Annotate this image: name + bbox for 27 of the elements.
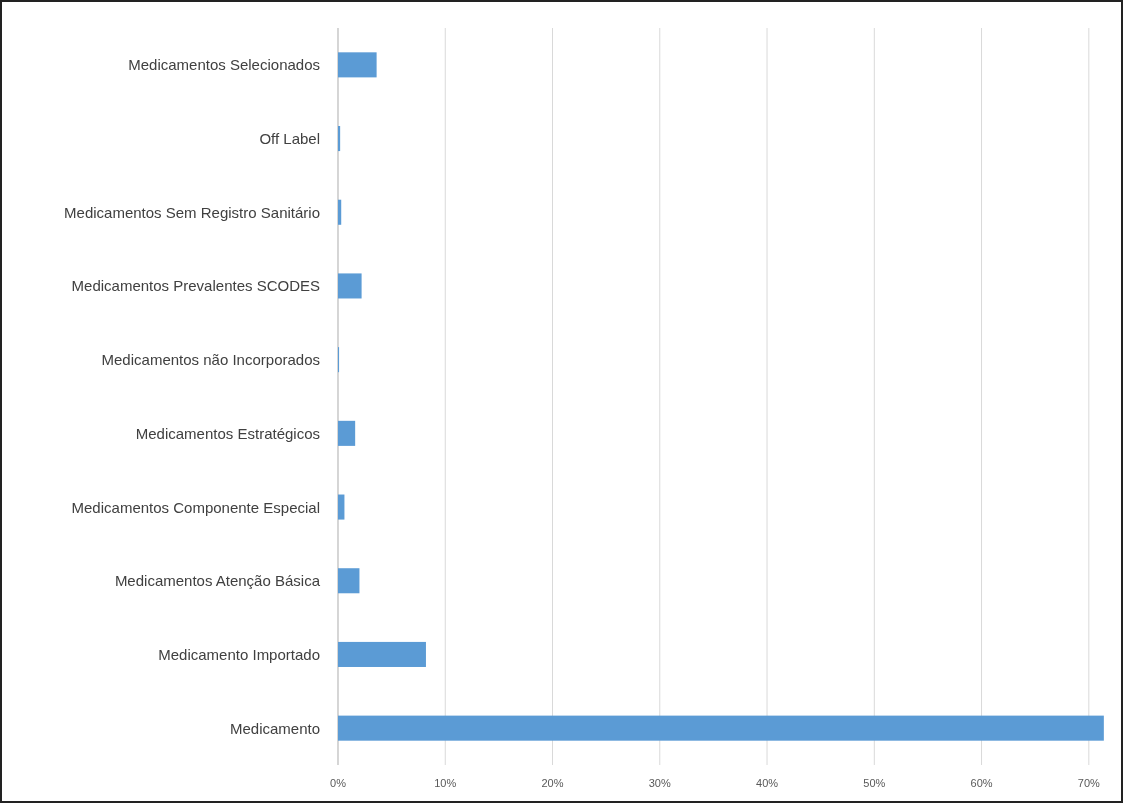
y-tick-label: Medicamento: [229, 719, 320, 737]
y-tick-label: Medicamento Importado: [158, 645, 320, 663]
bar: [338, 199, 342, 225]
bar: [338, 126, 341, 152]
x-tick-label: 40%: [756, 777, 779, 789]
bar: [338, 420, 356, 446]
y-tick-label: Medicamentos não Incorporados: [101, 351, 320, 369]
y-tick-label: Medicamentos Componente Especial: [71, 498, 320, 516]
bar: [338, 568, 360, 594]
y-tick-label: Medicamentos Atenção Básica: [114, 572, 321, 590]
bar: [338, 715, 1104, 741]
x-tick-label: 60%: [970, 777, 993, 789]
bar: [338, 641, 426, 667]
x-tick-label: 30%: [648, 777, 671, 789]
bar: [338, 52, 377, 78]
y-tick-label: Off Label: [259, 130, 320, 148]
bar: [338, 273, 362, 299]
bar: [338, 494, 345, 520]
y-tick-label: Medicamentos Sem Registro Sanitário: [64, 203, 320, 221]
y-tick-label: Medicamentos Selecionados: [128, 56, 320, 74]
x-tick-label: 10%: [434, 777, 457, 789]
x-tick-label: 0%: [330, 777, 347, 789]
x-tick-label: 50%: [863, 777, 886, 789]
x-tick-label: 70%: [1077, 777, 1101, 789]
y-tick-label: Medicamentos Prevalentes SCODES: [71, 277, 320, 295]
x-tick-label: 20%: [541, 777, 564, 789]
y-tick-label: Medicamentos Estratégicos: [135, 424, 320, 442]
